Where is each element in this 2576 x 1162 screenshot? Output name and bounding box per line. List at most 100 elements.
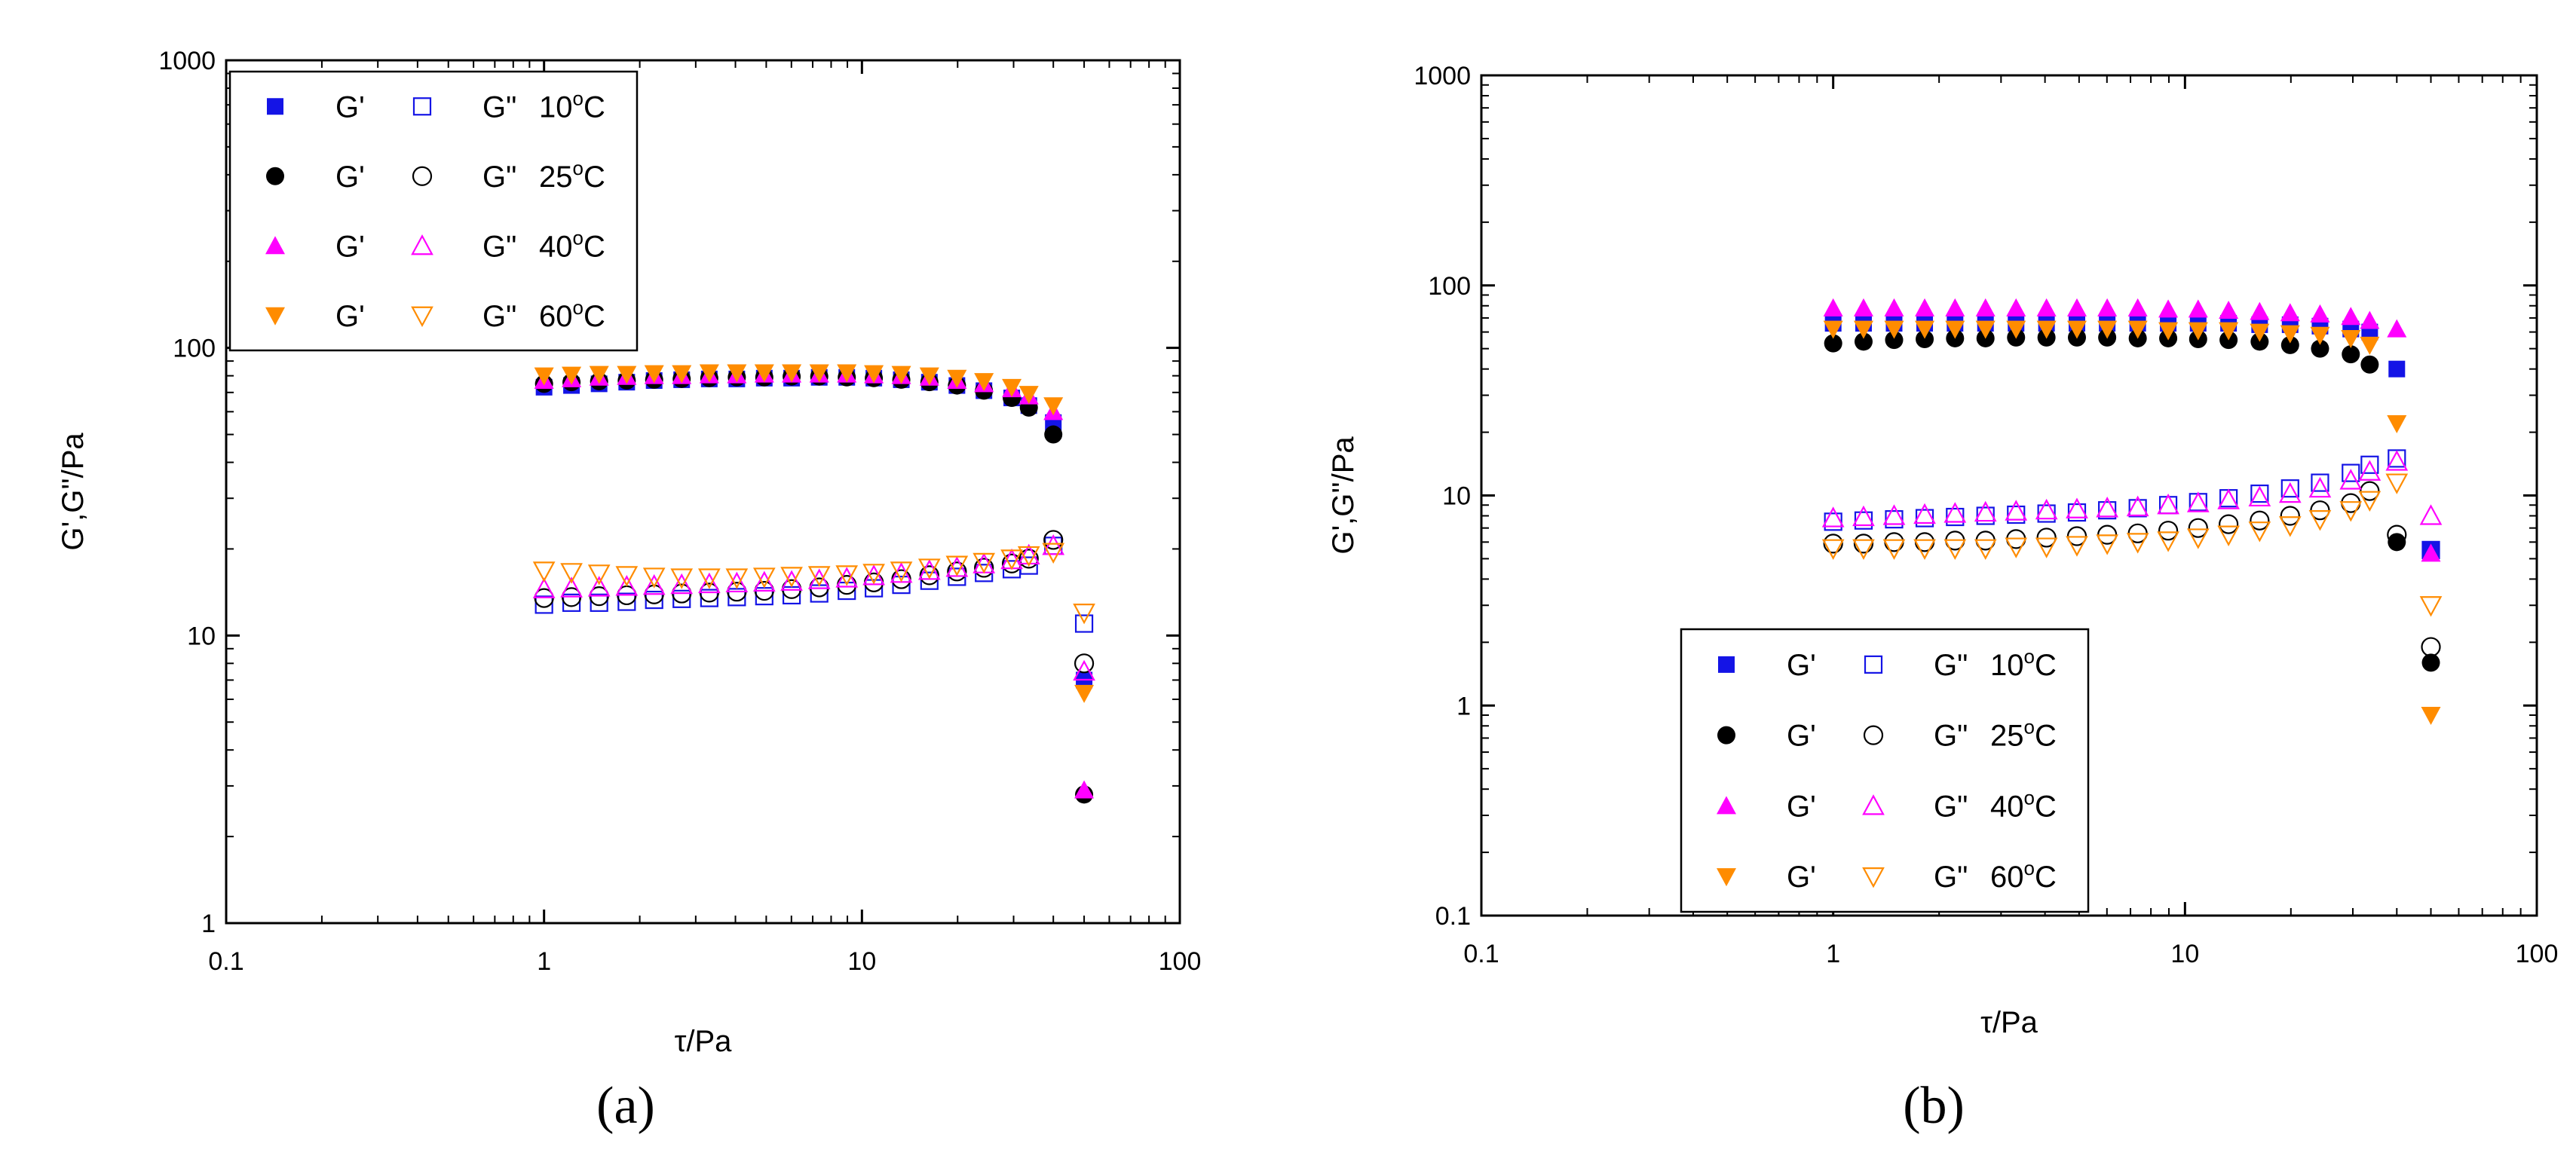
gpp-25c-marker xyxy=(1074,653,1095,674)
legend-temp-unit: C xyxy=(584,230,605,263)
legend-gp-marker-25c xyxy=(266,167,284,185)
gp-40c-marker xyxy=(2158,299,2179,318)
legend-gp-label: G' xyxy=(1787,720,1816,753)
gp-40c-marker xyxy=(2387,319,2407,338)
gpp-25c-marker xyxy=(2158,521,2179,541)
gp-40c-marker xyxy=(2280,303,2300,322)
gpp-10c-marker xyxy=(1074,614,1094,633)
gpp-10c-marker xyxy=(700,589,718,607)
gpp-10c-marker xyxy=(892,576,911,595)
gp-60c-marker xyxy=(699,364,719,383)
gpp-10c-marker xyxy=(920,571,939,590)
legend-temp-label: 60oC xyxy=(1990,857,2057,894)
gp-25c-marker xyxy=(1916,330,1934,349)
gpp-60c-marker xyxy=(862,564,885,585)
gpp-40c-marker xyxy=(2358,460,2381,481)
gp-60c-marker xyxy=(2006,320,2026,339)
gpp-60c-marker xyxy=(1913,539,1936,561)
gpp-60c-marker xyxy=(807,566,831,587)
legend-temp-label: 25oC xyxy=(1990,716,2057,753)
gp-60c-marker xyxy=(1018,386,1039,405)
gp-40c-marker xyxy=(2250,301,2270,320)
gpp-25c-marker xyxy=(2280,506,2300,526)
degree-sign: o xyxy=(2024,786,2035,809)
gp-40c-marker xyxy=(2219,300,2239,319)
gp-25c-marker xyxy=(2280,335,2299,354)
legend-temp-value: 25 xyxy=(539,161,573,194)
gp-60c-marker xyxy=(754,364,774,383)
gp-40c-marker xyxy=(1975,298,1996,316)
gp-60c-marker xyxy=(2341,329,2361,348)
gpp-40c-marker xyxy=(1821,506,1845,527)
gp-40c-marker xyxy=(2360,310,2380,329)
degree-sign: o xyxy=(573,157,584,179)
gp-60c-marker xyxy=(2360,336,2380,355)
y-tick-label: 100 xyxy=(173,335,216,363)
gpp-40c-marker xyxy=(973,552,996,573)
gpp-60c-marker xyxy=(2217,525,2240,546)
gp-60c-marker xyxy=(1853,320,1873,339)
chart-panel-b: 0.1 1 10 100 0.1 1 10 100 1000 τ/Pa G',G''/Pa G'… xyxy=(1327,62,2558,1135)
gpp-60c-marker xyxy=(560,563,583,584)
legend-temp-value: 10 xyxy=(539,90,573,124)
gpp-25c-marker xyxy=(2387,524,2407,545)
gp-40c-marker xyxy=(2066,298,2087,316)
gp-60c-marker xyxy=(2421,707,2441,726)
gpp-60c-marker xyxy=(2186,528,2210,549)
gpp-10c-marker xyxy=(1946,507,1965,527)
legend-gpp-label: G" xyxy=(482,161,516,194)
legend-gpp-marker-10c xyxy=(412,97,432,116)
gp-60c-marker xyxy=(1884,320,1904,339)
y-tick-label: 100 xyxy=(1428,272,1471,301)
gpp-25c-marker xyxy=(2250,510,2270,531)
gpp-10c-marker xyxy=(534,595,553,614)
gpp-40c-marker xyxy=(642,573,666,595)
gp-60c-marker xyxy=(891,365,911,384)
x-tick-label: 0.1 xyxy=(208,947,244,976)
gpp-25c-marker xyxy=(974,558,994,578)
gpp-10c-marker xyxy=(2311,473,2329,492)
gp-40c-marker xyxy=(2421,543,2441,562)
gp-40c-marker xyxy=(2188,299,2208,318)
gpp-40c-marker xyxy=(2217,488,2240,509)
gp-60c-marker xyxy=(617,365,637,384)
markers-panel-b xyxy=(1821,298,2443,726)
gp-25c-marker xyxy=(1044,425,1063,444)
legend-gp-label: G' xyxy=(1787,790,1816,823)
gpp-10c-marker xyxy=(2250,485,2269,503)
gpp-60c-marker xyxy=(1821,539,1845,561)
y-tick-label: 0.1 xyxy=(1435,902,1471,931)
gpp-60c-marker xyxy=(1974,539,1997,561)
legend-temp-value: 25 xyxy=(1990,720,2024,753)
legend-box xyxy=(228,70,639,352)
gpp-10c-marker xyxy=(2037,504,2056,523)
y-tick-label: 10 xyxy=(1442,482,1471,511)
gpp-10c-marker xyxy=(1915,509,1934,527)
gpp-40c-marker xyxy=(587,576,611,597)
legend-gpp-label: G" xyxy=(482,90,516,124)
gp-60c-marker xyxy=(2280,325,2300,344)
gpp-25c-marker xyxy=(1884,532,1904,552)
y-tick-label: 1000 xyxy=(158,47,216,75)
gp-60c-marker xyxy=(2036,320,2057,339)
gpp-40c-marker xyxy=(615,575,639,596)
gpp-10c-marker xyxy=(1885,510,1904,529)
gpp-10c-marker xyxy=(590,593,608,612)
legend-gp-marker-40c xyxy=(1717,796,1736,815)
gpp-60c-marker xyxy=(1882,539,1906,561)
gpp-60c-marker xyxy=(945,555,969,576)
gpp-25c-marker xyxy=(2219,514,2239,534)
gp-60c-marker xyxy=(2097,320,2118,339)
gp-40c-marker xyxy=(2006,298,2026,316)
legend-gp-marker-10c xyxy=(1718,656,1735,673)
legend-gp-label: G' xyxy=(335,161,365,194)
gp-60c-marker xyxy=(644,365,664,384)
gpp-40c-marker xyxy=(560,576,583,598)
gp-25c-marker xyxy=(2421,653,2440,672)
legend-gp-label: G' xyxy=(335,230,365,263)
legend-temp-unit: C xyxy=(2035,790,2057,823)
gpp-40c-marker xyxy=(2096,497,2118,518)
legend-gp-marker-25c xyxy=(1717,726,1735,745)
